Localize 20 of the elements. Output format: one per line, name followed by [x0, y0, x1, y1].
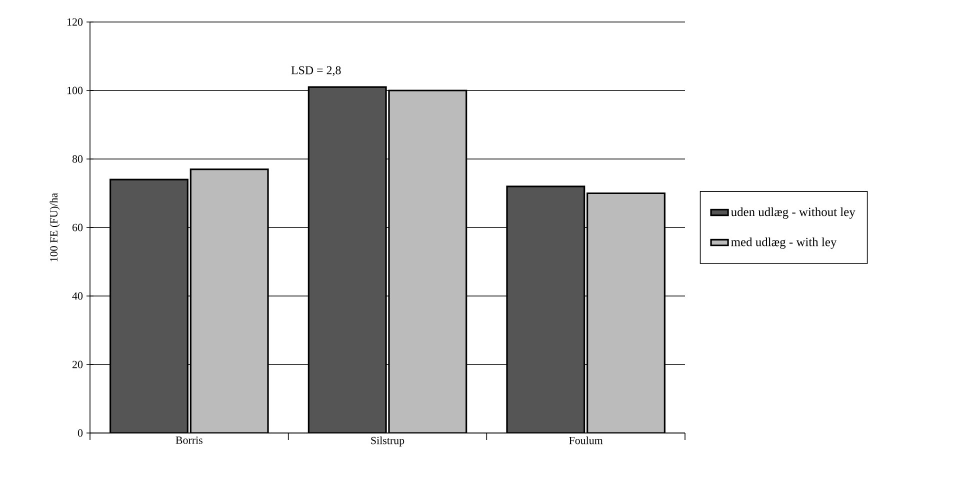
- y-tick-label: 80: [72, 155, 83, 163]
- annotation: LSD = 2,8: [291, 66, 341, 76]
- x-tick-label: Silstrup: [371, 436, 404, 446]
- y-tick-label: 0: [78, 429, 83, 437]
- bar: [308, 87, 386, 433]
- bar: [388, 90, 466, 433]
- y-tick-label: 20: [72, 360, 83, 368]
- bar: [190, 168, 269, 433]
- y-tick-label: 40: [72, 292, 83, 300]
- bar: [110, 178, 188, 433]
- y-axis-title: 100 FE (FU)/ha: [50, 192, 60, 262]
- bar: [506, 186, 586, 433]
- bar: [586, 192, 666, 433]
- x-tick-label: Borris: [176, 436, 202, 444]
- legend-label: uden udlæg - without ley: [731, 207, 856, 219]
- legend-label: med udlæg - with ley: [731, 237, 837, 249]
- y-tick-label: 60: [72, 224, 83, 232]
- y-tick-label: 100: [68, 86, 83, 94]
- y-tick-label: 120: [68, 18, 83, 26]
- x-tick-label: Foulum: [569, 436, 603, 444]
